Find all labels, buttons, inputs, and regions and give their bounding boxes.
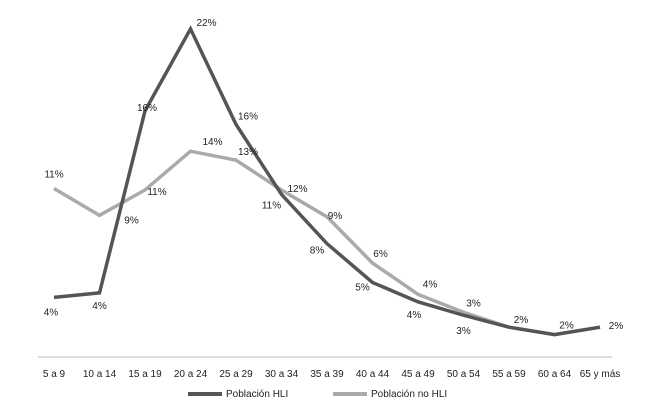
data-label-no-hli: 13% [238, 147, 258, 158]
x-tick-label: 5 a 9 [43, 369, 66, 380]
x-tick-label: 25 a 29 [219, 369, 253, 380]
series-line-hli [53, 25, 601, 337]
data-label-no-hli: 9% [328, 211, 343, 222]
data-labels: 4% 4% 16% 22% 16% 11% 8% 5% 4% 3% 2% 2% 2% 11% 11% 14% 1… [44, 18, 624, 337]
data-label-no-hli: 12% [287, 184, 307, 195]
x-tick-label: 10 a 14 [83, 369, 117, 380]
data-label-hli: 16% [238, 111, 258, 122]
data-label-hli: 2% [559, 321, 574, 332]
x-tick-label: 15 a 19 [128, 369, 162, 380]
data-label-hli: 11% [262, 200, 281, 211]
x-tick-label: 35 a 39 [310, 369, 344, 380]
data-label-hli: 4% [44, 307, 59, 318]
data-label-hli: 2% [609, 321, 624, 332]
series-lines [53, 25, 601, 337]
data-label-no-hli: 14% [202, 137, 222, 148]
data-label-hli: 4% [407, 310, 422, 321]
legend: Población HLI Población no HLI [188, 389, 447, 400]
data-label-no-hli: 4% [423, 279, 438, 290]
data-label-hli: 5% [355, 282, 370, 293]
data-label-no-hli: 11% [147, 187, 166, 198]
data-label-no-hli: 9% [124, 215, 139, 226]
data-label-hli: 16% [137, 103, 157, 114]
data-label-hli: 3% [456, 326, 471, 337]
legend-label-hli: Población HLI [226, 389, 288, 400]
data-label-hli: 22% [196, 18, 216, 29]
data-label-hli: 2% [514, 315, 529, 326]
x-tick-label: 55 a 59 [492, 369, 526, 380]
data-label-no-hli: 6% [373, 249, 388, 260]
x-tick-label: 30 a 34 [265, 369, 299, 380]
x-tick-labels: 5 a 9 10 a 14 15 a 19 20 a 24 25 a 29 30 a 34… [43, 369, 620, 380]
data-label-no-hli: 3% [466, 298, 481, 309]
data-label-hli: 4% [92, 301, 107, 312]
x-tick-label: 60 a 64 [538, 369, 572, 380]
x-tick-label: 65 y más [580, 369, 621, 380]
legend-label-no-hli: Población no HLI [371, 389, 447, 400]
x-tick-label: 40 a 44 [356, 369, 390, 380]
data-label-hli: 8% [310, 246, 325, 257]
x-tick-label: 20 a 24 [174, 369, 208, 380]
x-tick-label: 50 a 54 [447, 369, 481, 380]
data-label-no-hli: 11% [44, 169, 63, 180]
x-tick-label: 45 a 49 [401, 369, 435, 380]
